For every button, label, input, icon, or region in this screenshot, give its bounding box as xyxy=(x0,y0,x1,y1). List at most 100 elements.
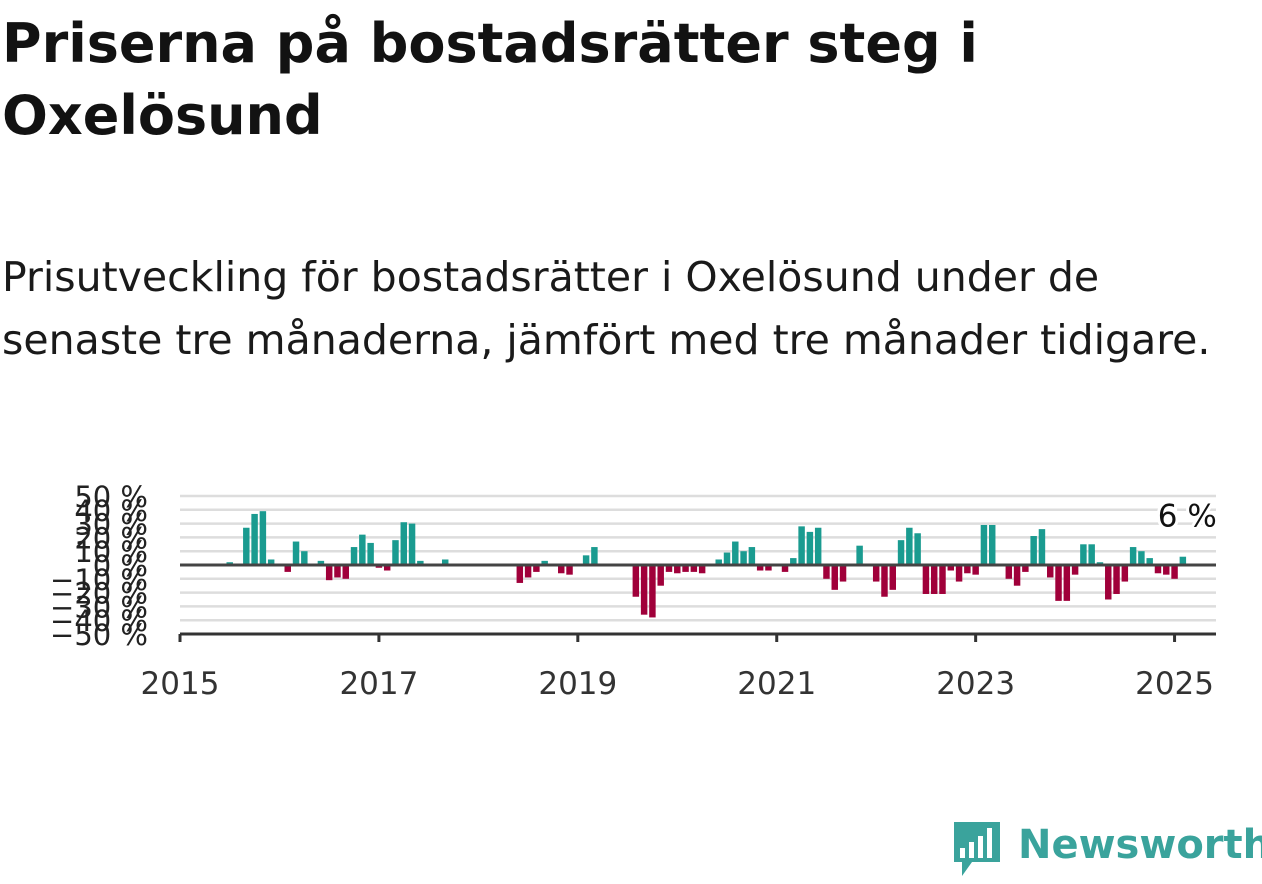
bar xyxy=(914,533,921,565)
bar xyxy=(889,565,897,590)
bar xyxy=(533,565,540,572)
y-tick-label: 10 % xyxy=(74,535,148,569)
bar xyxy=(856,545,863,565)
bar xyxy=(922,565,930,594)
bar xyxy=(972,565,979,575)
bar xyxy=(839,565,847,582)
x-tick-label: 2025 xyxy=(1135,666,1214,702)
bar xyxy=(1129,547,1137,565)
bar xyxy=(1163,565,1170,575)
bar xyxy=(1121,565,1129,582)
bar xyxy=(698,565,706,574)
bar xyxy=(980,524,988,565)
bar xyxy=(781,565,789,572)
bar xyxy=(748,547,756,565)
bar xyxy=(400,522,408,565)
y-tick-label: 0 % xyxy=(93,549,148,583)
bar xyxy=(392,540,399,565)
bar xyxy=(715,559,722,565)
x-tick-label: 2023 xyxy=(936,666,1015,702)
bar xyxy=(350,547,358,565)
bar xyxy=(566,565,573,575)
bar xyxy=(1154,565,1162,574)
bar xyxy=(342,565,349,579)
bar xyxy=(988,524,996,565)
bar xyxy=(259,511,267,565)
price-change-bar-chart: 50 %40 %30 %20 %10 %0 %−10 %−20 %−30 %−4… xyxy=(50,480,1220,702)
newsworthy-logo: Newsworthy xyxy=(950,818,1262,880)
bar xyxy=(408,523,416,565)
x-tick-label: 2017 xyxy=(339,666,418,702)
x-axis: 2015 2017 2019 2021 2023 2025 xyxy=(141,632,1216,702)
bar xyxy=(732,541,739,565)
bar xyxy=(317,560,325,565)
bar xyxy=(524,565,532,578)
y-tick-label: 20 % xyxy=(74,521,148,555)
bar xyxy=(640,565,648,615)
bar xyxy=(267,559,275,565)
bar xyxy=(823,565,830,579)
bar xyxy=(1022,565,1029,572)
bar xyxy=(690,565,698,572)
bar xyxy=(516,565,524,583)
y-tick-label: 50 % xyxy=(74,480,148,514)
bar xyxy=(1171,565,1178,579)
bar xyxy=(1080,544,1087,565)
x-tick-label: 2021 xyxy=(737,666,816,702)
bar xyxy=(1055,565,1062,601)
bar xyxy=(541,560,548,565)
bar xyxy=(1179,556,1187,565)
chart-title: Priserna på bostadsrätter steg i Oxelösu… xyxy=(2,12,978,147)
y-tick-label: −20 % xyxy=(50,577,148,611)
bar xyxy=(243,527,250,565)
y-axis: 50 %40 %30 %20 %10 %0 %−10 %−20 %−30 %−4… xyxy=(50,480,148,652)
bar xyxy=(292,541,300,565)
bar xyxy=(682,565,689,572)
bar xyxy=(649,565,656,618)
bar xyxy=(417,560,424,565)
bar xyxy=(325,565,333,581)
bar xyxy=(881,565,888,597)
latest-value-label: 6 % xyxy=(1158,499,1217,535)
bar xyxy=(1105,565,1112,600)
chart-subtitle: Prisutveckling för bostadsrätter i Oxelö… xyxy=(2,253,1211,364)
bar xyxy=(723,552,731,565)
bar xyxy=(441,559,449,565)
bar xyxy=(939,565,946,594)
bar xyxy=(798,526,805,565)
bar xyxy=(1146,558,1153,565)
bar xyxy=(897,540,905,565)
bar xyxy=(1088,544,1095,565)
bar xyxy=(906,527,913,565)
x-tick-label: 2019 xyxy=(538,666,617,702)
bar xyxy=(1113,565,1120,594)
bar xyxy=(251,513,258,565)
y-tick-label: −50 % xyxy=(50,618,148,652)
bar xyxy=(831,565,838,590)
bar xyxy=(591,547,598,565)
bar xyxy=(334,565,341,578)
bar xyxy=(1013,565,1021,586)
bar xyxy=(740,551,747,565)
bar xyxy=(665,565,673,572)
bar xyxy=(367,542,374,565)
bar xyxy=(1030,536,1037,565)
y-tick-label: −40 % xyxy=(50,604,148,638)
y-tick-label: 40 % xyxy=(74,494,148,528)
bar xyxy=(582,555,590,565)
bar xyxy=(806,531,814,565)
bar xyxy=(964,565,971,574)
bar xyxy=(657,565,664,586)
x-tick-label: 2015 xyxy=(141,666,220,702)
bar xyxy=(756,565,764,571)
bar xyxy=(1038,529,1046,565)
bar xyxy=(1138,551,1145,565)
bar xyxy=(632,565,640,597)
bar xyxy=(955,565,963,582)
bar xyxy=(947,565,955,571)
bar xyxy=(872,565,880,582)
bar xyxy=(765,565,772,571)
bar xyxy=(558,565,565,574)
y-tick-label: −30 % xyxy=(50,590,148,624)
newsworthy-logo-icon xyxy=(954,822,1000,876)
